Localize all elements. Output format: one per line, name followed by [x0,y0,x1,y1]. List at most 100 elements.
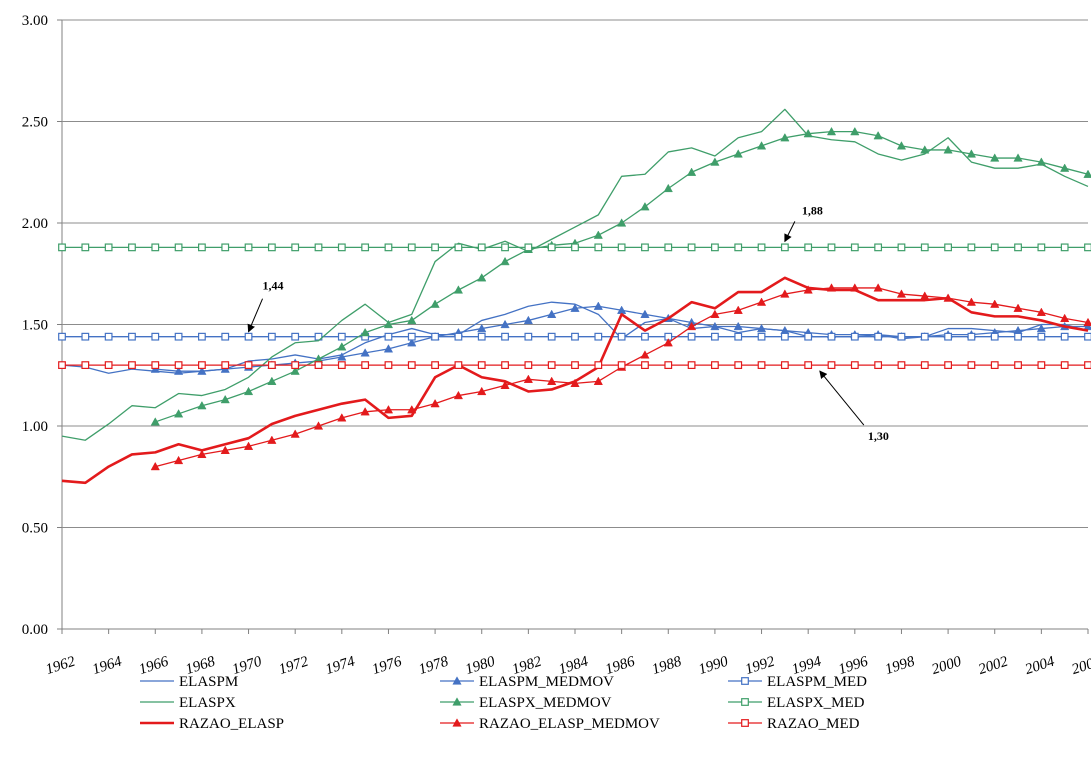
series-layer [58,108,1091,485]
data-point [407,332,416,341]
data-point [687,361,696,369]
data-point [897,243,906,252]
data-point [1013,303,1023,312]
data-point [1060,163,1070,172]
data-point [151,243,160,252]
data-point [757,332,766,341]
data-point [244,243,253,252]
data-point [571,361,579,369]
legend-item-elaspx-med: ELASPX_MED [728,695,865,711]
data-point [360,407,370,416]
data-point [617,361,626,369]
data-point [896,289,907,298]
legend-item-razao-elasp-medmov: RAZAO_ELASP_MEDMOV [440,716,660,732]
data-point [803,285,813,294]
data-point [873,283,883,292]
data-point [1083,317,1091,327]
data-point [104,332,113,341]
data-point [407,405,417,414]
data-point [617,243,626,252]
data-point [81,243,90,252]
data-point [850,361,859,369]
data-point [803,128,813,138]
data-point [734,332,743,341]
data-point [361,361,370,369]
data-point [174,243,183,252]
data-point [220,445,230,454]
data-point [1060,361,1069,369]
data-point [151,361,160,369]
y-tick-label: 0.00 [22,622,48,638]
data-point [943,293,953,302]
data-point [570,378,580,387]
legend-item-elaspm: ELASPM [140,674,238,690]
data-point [826,283,837,292]
y-tick-label: 3.00 [22,13,48,29]
data-point [990,299,1000,308]
data-point [1014,332,1022,341]
data-point [1037,361,1046,369]
data-point [734,361,743,369]
annotation-label: 1,30 [868,429,889,443]
data-point [337,352,347,361]
data-point [290,429,300,438]
data-point [897,361,906,369]
data-point [733,149,743,158]
data-point [243,386,254,396]
data-point [990,153,1000,162]
data-point [756,141,767,150]
data-point [756,323,767,333]
data-point [804,332,813,341]
data-point [383,405,394,414]
series-elaspx-medmov [150,126,1091,426]
data-point [594,243,603,252]
data-point [314,361,323,369]
data-point [337,342,347,351]
gridlines [61,19,1088,630]
legend-marker [741,698,749,706]
data-point [687,243,696,252]
legend-label: ELASPM_MEDMOV [479,674,614,690]
data-point [547,332,556,341]
data-point [221,243,230,252]
data-point [920,332,929,341]
data-point [967,361,976,369]
data-point [128,332,136,341]
data-point [500,319,510,329]
x-tick-label: 1990 [697,653,731,678]
data-point [920,145,930,154]
data-point [500,256,510,266]
x-tick-label: 1966 [137,653,171,678]
data-point [383,344,394,353]
x-tick-label: 1972 [277,653,311,678]
y-tick-label: 1.00 [22,419,48,435]
data-point [990,243,999,252]
data-point [733,321,743,331]
legend-item-elaspm-medmov: ELASPM_MEDMOV [440,674,614,690]
data-point [1014,361,1022,369]
data-point [477,323,487,333]
data-point [664,243,673,252]
data-point [686,167,697,176]
annotation-layer: 1,88 1,44 1,30 [247,203,889,443]
data-point [734,243,743,252]
data-point [198,332,206,341]
data-point [1037,243,1046,252]
data-point [780,243,789,252]
data-point [663,338,673,347]
data-point [593,301,603,310]
data-point [920,243,929,252]
data-point [314,243,323,252]
y-tick-label: 0.50 [22,521,48,537]
data-point [221,332,230,341]
data-point [804,243,813,252]
series-razao-med [58,361,1091,369]
data-point [407,338,417,347]
legend-item-elaspx-medmov: ELASPX_MEDMOV [440,695,612,711]
legend-label: ELASPX [179,695,236,711]
data-point [617,332,626,341]
data-point [1060,313,1070,323]
data-point [500,380,510,390]
data-point [337,413,347,422]
data-point [547,376,557,385]
